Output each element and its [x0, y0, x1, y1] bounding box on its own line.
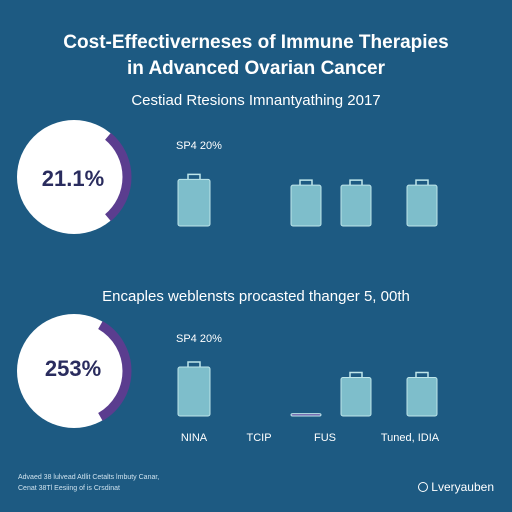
panel-1-subtitle: Cestiad Rtesions Imnantyathing 2017 — [131, 92, 381, 109]
category-label-3: FUS — [314, 432, 336, 444]
panel-1-donut-disc — [17, 120, 131, 234]
panel-1-donut-arc — [104, 132, 132, 222]
panel-1-donut-graphic — [17, 120, 132, 234]
panel-1-bars — [177, 173, 438, 227]
panel-1-bar-3 — [340, 179, 372, 227]
panel-2-bar-3-handle — [349, 371, 363, 378]
chart-title: Cost-Effectiverneses of Immune Therapies… — [0, 30, 512, 82]
panel-2-bar-3 — [340, 371, 372, 417]
panel-2-donut-graphic — [17, 314, 132, 428]
panel-1-bar-1 — [177, 173, 211, 227]
brand-logo-icon — [418, 482, 429, 492]
panel-2-donut-arc — [98, 321, 132, 421]
panel-1-bar-3-handle — [349, 179, 363, 186]
panel-2-bar-4 — [406, 371, 438, 417]
category-label-2: TCIP — [246, 432, 272, 444]
panel-1-bar-4 — [406, 179, 438, 227]
footer-source-line-1: Advaed 38 lulvead Atllit Cetalts lmbuty … — [18, 474, 160, 481]
panel-1-bar-1-handle — [187, 173, 201, 180]
category-label-1: NINA — [180, 432, 208, 444]
panel-1-donut: 21.1% — [0, 118, 163, 236]
footer-source: Advaed 38 lulvead Atllit Cetalts lmbuty … — [18, 472, 248, 494]
panel-2-bar-4-handle — [415, 371, 429, 378]
panel-1-highlight-value: 21.1% — [41, 166, 105, 191]
title-line-2: in Advanced Ovarian Cancer — [126, 58, 385, 79]
panel-1-bar-2-handle — [299, 179, 313, 186]
panel-1-bar-2 — [290, 179, 322, 227]
panel-2-bar-2 — [290, 413, 322, 417]
footer-brand-name: Lveryauben — [431, 480, 494, 494]
panel-2-subtitle: Encaples weblensts procasted thanger 5, … — [102, 288, 410, 305]
panel-1-bar-4-handle — [415, 179, 429, 186]
title-line-1: Cost-Effectiverneses of Immune Therapies — [63, 32, 449, 53]
panel-2-highlight-value: 253% — [44, 356, 102, 381]
panel-2-bars — [177, 361, 438, 417]
panel-2-note: SP4 20% — [176, 333, 222, 345]
panel-2-bar-1 — [177, 361, 211, 417]
panel-2-donut-disc — [17, 314, 131, 428]
panel-1-note: SP4 20% — [176, 140, 222, 152]
category-label-4: Tuned, IDIA — [380, 432, 440, 444]
panel-2-donut: 253% — [0, 312, 163, 430]
footer-brand: Lveryauben — [418, 480, 494, 494]
panel-2-bar-1-handle — [187, 361, 201, 367]
footer-source-line-2: Cenat 38Tl Eesiing of is Crsdinat — [18, 485, 120, 492]
